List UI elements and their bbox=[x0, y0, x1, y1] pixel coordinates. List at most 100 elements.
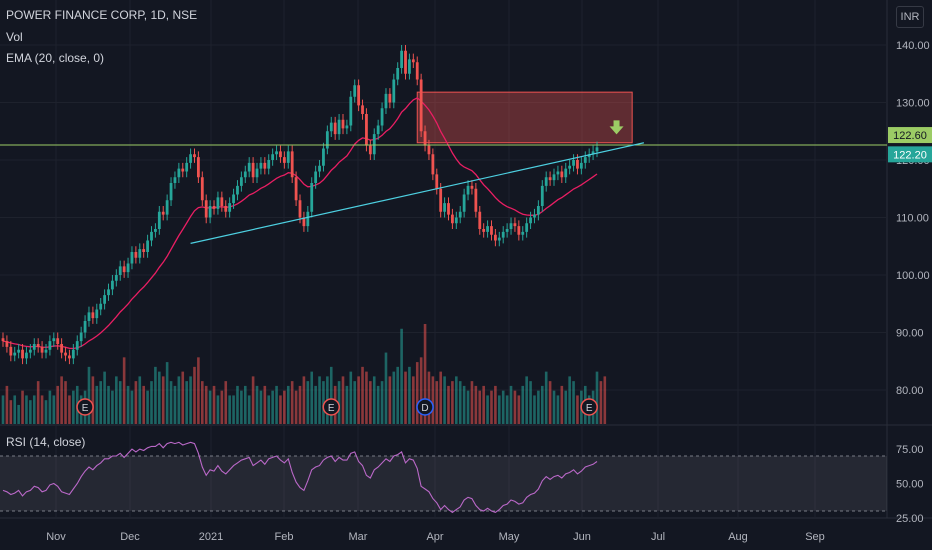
candle-body bbox=[310, 183, 314, 212]
volume-bar bbox=[146, 390, 149, 424]
volume-bar bbox=[294, 390, 298, 424]
volume-bar bbox=[439, 371, 442, 424]
candle-body bbox=[462, 194, 466, 212]
volume-bar bbox=[25, 395, 28, 424]
candle-body bbox=[193, 154, 196, 158]
candle-body bbox=[157, 211, 161, 229]
volume-bar bbox=[435, 381, 439, 424]
candle-body bbox=[501, 231, 505, 238]
price-tick-label: 100.00 bbox=[896, 270, 930, 282]
candle-body bbox=[204, 200, 208, 218]
last-price-label: 122.20 bbox=[893, 149, 927, 161]
candle-body bbox=[486, 226, 489, 232]
candle-body bbox=[376, 125, 380, 135]
rsi-line bbox=[2, 441, 598, 514]
candle-body bbox=[32, 344, 36, 350]
symbol-title[interactable]: POWER FINANCE CORP, 1D, NSE bbox=[6, 8, 198, 22]
volume-bar bbox=[232, 395, 235, 424]
candle-body bbox=[271, 154, 275, 160]
volume-bar bbox=[501, 390, 505, 424]
candle-body bbox=[56, 338, 60, 344]
volume-bar bbox=[361, 366, 364, 424]
volume-bar bbox=[52, 395, 56, 424]
candle-body bbox=[564, 168, 568, 178]
candle-body bbox=[388, 93, 392, 103]
ema-legend[interactable]: EMA (20, close, 0) bbox=[6, 51, 105, 65]
candle-body bbox=[239, 177, 243, 186]
volume-bar bbox=[353, 381, 357, 424]
volume-bar bbox=[462, 385, 466, 424]
candle-body bbox=[251, 162, 255, 178]
candle-body bbox=[408, 59, 411, 74]
volume-bar bbox=[388, 376, 392, 424]
candle-body bbox=[298, 200, 302, 218]
candle-body bbox=[275, 151, 278, 155]
candle-body bbox=[513, 223, 517, 227]
volume-bar bbox=[576, 395, 579, 424]
time-tick-label: Dec bbox=[120, 531, 140, 543]
rsi-legend[interactable]: RSI (14, close) bbox=[6, 435, 86, 449]
candle-body bbox=[572, 160, 575, 166]
candle-body bbox=[322, 148, 325, 166]
volume-bar bbox=[564, 390, 568, 424]
candle-body bbox=[325, 131, 329, 149]
candle-body bbox=[544, 177, 548, 186]
candle-body bbox=[443, 203, 446, 212]
candle-body bbox=[21, 349, 24, 359]
candle-body bbox=[361, 105, 364, 114]
volume-bar bbox=[48, 390, 52, 424]
volume-bar bbox=[247, 395, 251, 424]
candle-body bbox=[400, 50, 404, 68]
candle-body bbox=[122, 266, 126, 273]
candle-body bbox=[95, 309, 99, 319]
volume-bar bbox=[505, 395, 509, 424]
volume-bar bbox=[490, 390, 493, 424]
volume-bar bbox=[447, 385, 450, 424]
candle-body bbox=[52, 338, 56, 342]
volume-bar bbox=[525, 376, 528, 424]
arrow-down-icon bbox=[609, 120, 624, 135]
volume-bar bbox=[529, 381, 532, 424]
volume-bar bbox=[314, 385, 317, 424]
volume-bar bbox=[486, 395, 489, 424]
candle-body bbox=[173, 177, 177, 183]
grid bbox=[0, 0, 932, 519]
volume-bar bbox=[138, 376, 142, 424]
candle-body bbox=[458, 211, 462, 218]
volume-bar bbox=[91, 376, 95, 424]
candle-body bbox=[552, 174, 556, 181]
volume-bar bbox=[189, 376, 192, 424]
volume-bar bbox=[267, 395, 271, 424]
rsi-tick-label: 50.00 bbox=[896, 479, 924, 491]
candle-body bbox=[114, 275, 118, 281]
time-tick-label: Mar bbox=[349, 531, 368, 543]
event-marker-label: E bbox=[586, 403, 593, 414]
volume-bar bbox=[5, 385, 9, 424]
volume-bar bbox=[458, 381, 462, 424]
candle-body bbox=[533, 214, 536, 218]
level-price-label: 122.60 bbox=[893, 130, 927, 142]
candle-body bbox=[243, 171, 247, 178]
candle-body bbox=[220, 197, 224, 206]
candle-body bbox=[435, 174, 439, 189]
candle-body bbox=[111, 280, 114, 290]
volume-legend[interactable]: Vol bbox=[6, 30, 23, 44]
volume-bar bbox=[9, 400, 13, 424]
volume-bar bbox=[201, 381, 204, 424]
currency-button[interactable]: INR bbox=[896, 6, 924, 28]
candle-body bbox=[497, 237, 501, 241]
volume-bar bbox=[36, 381, 40, 424]
candle-body bbox=[591, 151, 595, 155]
candle-body bbox=[372, 134, 376, 155]
event-marker-label: E bbox=[82, 403, 89, 414]
level-price-tag bbox=[888, 127, 932, 144]
candle-body bbox=[118, 266, 122, 275]
volume-bar bbox=[224, 381, 228, 424]
volume-bar bbox=[544, 371, 548, 424]
candle-body bbox=[169, 183, 173, 201]
volume-bar bbox=[220, 390, 224, 424]
volume-bar bbox=[345, 385, 349, 424]
volume-bar bbox=[130, 390, 134, 424]
